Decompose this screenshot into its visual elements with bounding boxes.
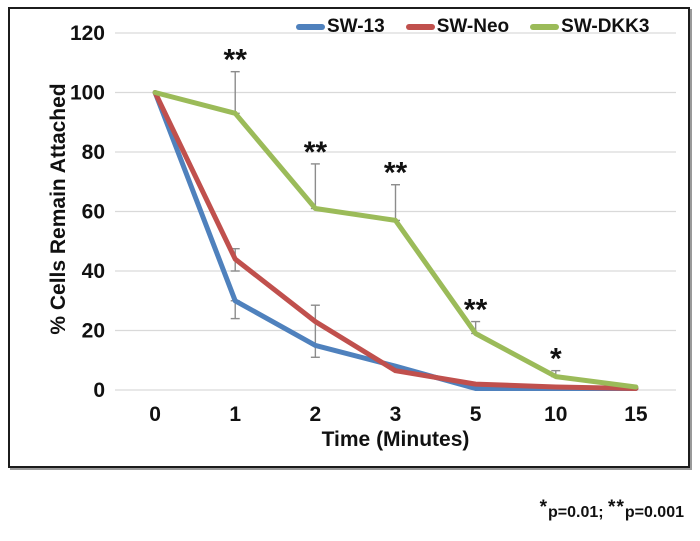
y-tick-label: 20 bbox=[82, 320, 105, 343]
asterisk-marker: * bbox=[539, 497, 549, 518]
y-tick-label: 100 bbox=[70, 82, 105, 105]
footnote-text: p=0.001 bbox=[624, 504, 684, 521]
chart-border-frame bbox=[8, 7, 690, 468]
x-tick-label: 10 bbox=[544, 403, 567, 426]
series-line-sw-neo bbox=[152, 90, 639, 391]
sig-marker: ** bbox=[304, 136, 328, 169]
legend-swatch-sw-neo bbox=[405, 24, 435, 30]
sig-marker: ** bbox=[224, 44, 248, 77]
y-tick-label: 0 bbox=[93, 379, 105, 402]
asterisk-marker: ** bbox=[608, 497, 625, 518]
y-axis-title: % Cells Remain Attached bbox=[47, 83, 70, 335]
error-bar bbox=[310, 304, 320, 358]
footnote-text: p=0.01; bbox=[548, 504, 609, 521]
y-tick-label: 60 bbox=[82, 201, 105, 224]
significance-footnote: *p=0.01; **p=0.001 bbox=[540, 497, 684, 523]
legend-label: SW-Neo bbox=[436, 16, 510, 37]
legend: SW-13 SW-Neo SW-DKK3 bbox=[296, 15, 649, 39]
sig-marker: * bbox=[550, 343, 562, 376]
legend-item-sw-dkk3: SW-DKK3 bbox=[530, 15, 649, 39]
y-tick-label: 40 bbox=[82, 260, 105, 283]
sig-marker: ** bbox=[384, 157, 408, 190]
y-tick-label: 80 bbox=[82, 141, 105, 164]
x-tick-label: 1 bbox=[229, 403, 241, 426]
x-tick-label: 2 bbox=[310, 403, 322, 426]
x-tick-label: 5 bbox=[470, 403, 482, 426]
x-tick-label: 15 bbox=[624, 403, 648, 426]
legend-label: SW-13 bbox=[327, 16, 385, 37]
y-tick-label: 120 bbox=[70, 22, 105, 45]
legend-label: SW-DKK3 bbox=[561, 16, 650, 37]
x-tick-label: 3 bbox=[390, 403, 402, 426]
legend-item-sw-neo: SW-Neo bbox=[405, 15, 510, 39]
legend-swatch-sw-dkk3 bbox=[530, 24, 560, 30]
x-tick-label: 0 bbox=[149, 403, 161, 426]
legend-swatch-sw-13 bbox=[296, 24, 325, 30]
series-line-sw-dkk3 bbox=[152, 90, 639, 390]
sig-marker: ** bbox=[464, 294, 488, 327]
error-bar bbox=[391, 184, 400, 222]
legend-item-sw-13: SW-13 bbox=[296, 15, 385, 39]
x-axis-title: Time (Minutes) bbox=[321, 428, 470, 451]
